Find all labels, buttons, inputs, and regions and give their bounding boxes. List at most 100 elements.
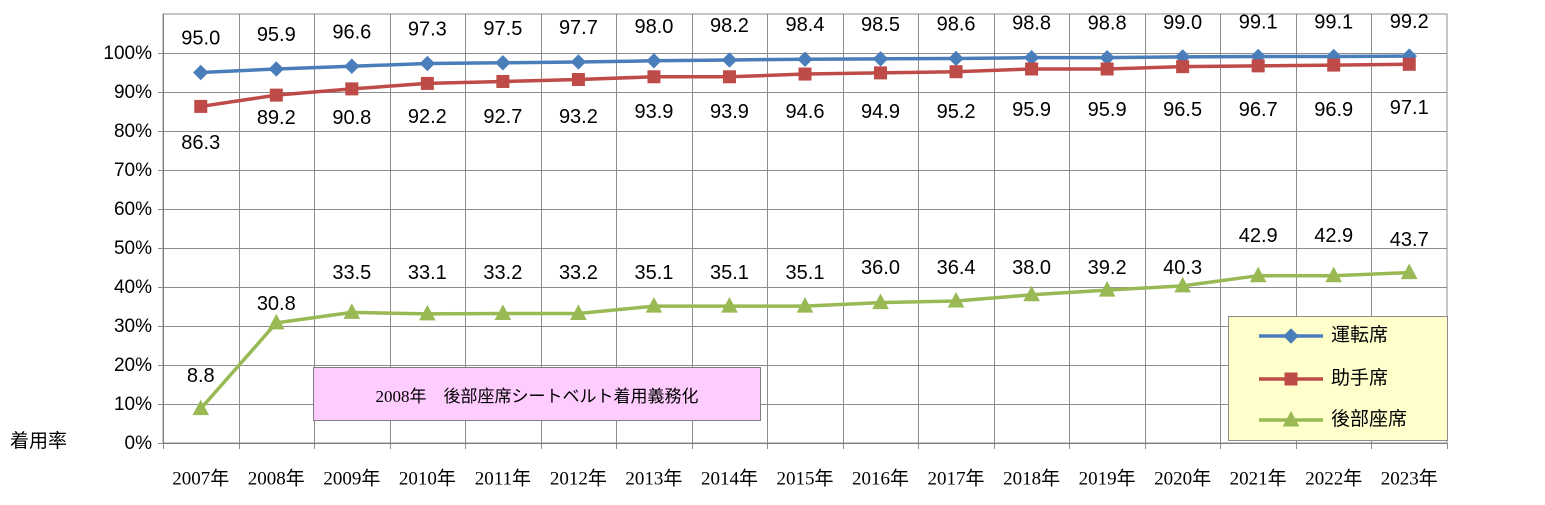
point-driver-seat: [419, 55, 436, 72]
data-label-passenger-seat: 96.5: [1163, 99, 1202, 121]
point-rear-seat: [267, 313, 285, 330]
data-label-passenger-seat: 90.8: [332, 107, 371, 129]
data-label-driver-seat: 98.8: [1088, 13, 1127, 35]
data-label-driver-seat: 99.1: [1239, 12, 1278, 34]
data-label-rear-seat: 40.3: [1163, 257, 1202, 279]
point-rear-seat: [1400, 263, 1418, 280]
data-label-passenger-seat: 95.9: [1012, 99, 1051, 121]
data-label-passenger-seat: 92.7: [483, 106, 522, 128]
data-label-driver-seat: 96.6: [332, 21, 371, 43]
y-tick-label: 70%: [114, 160, 152, 181]
y-tick-label: 50%: [114, 238, 152, 259]
data-label-passenger-seat: 94.9: [861, 101, 900, 123]
x-tick-label: 2023年: [1381, 468, 1438, 490]
legend: 運転席 助手席 後部座席: [1228, 316, 1448, 441]
data-label-driver-seat: 98.2: [710, 15, 749, 37]
x-tick-label: 2013年: [625, 468, 682, 490]
data-label-passenger-seat: 93.9: [634, 101, 673, 123]
annotation-box: 2008年 後部座席シートベルト着用義務化: [313, 367, 761, 421]
legend-item-rear-seat: 後部座席: [1229, 405, 1447, 435]
point-passenger-seat: [194, 99, 208, 113]
series-passenger-seat: 86.3 89.2 90.8 92.2 92.7 93.2 93.9 93.9 94.6 94.9…: [181, 57, 1429, 154]
point-passenger-seat: [1327, 58, 1341, 72]
data-label-passenger-seat: 93.2: [559, 106, 598, 128]
point-rear-seat: [1023, 285, 1040, 302]
data-label-driver-seat: 97.5: [483, 18, 522, 40]
y-tick-label: 30%: [114, 316, 152, 337]
point-driver-seat: [495, 55, 511, 71]
point-passenger-seat: [1402, 57, 1416, 71]
point-passenger-seat: [1025, 62, 1039, 76]
point-passenger-seat: [1100, 62, 1114, 76]
data-label-passenger-seat: 95.9: [1088, 99, 1127, 121]
point-passenger-seat: [647, 70, 661, 84]
point-rear-seat: [872, 293, 889, 310]
point-passenger-seat: [949, 65, 963, 79]
x-tick-label: 2016年: [852, 468, 909, 490]
data-label-rear-seat: 35.1: [786, 262, 825, 284]
data-label-rear-seat: 33.2: [559, 262, 598, 284]
data-label-driver-seat: 98.0: [634, 16, 673, 38]
data-label-driver-seat: 95.0: [181, 28, 220, 50]
x-tick-label: 2007年: [172, 468, 229, 490]
legend-swatch-driver-seat: [1259, 328, 1323, 344]
data-label-rear-seat: 36.4: [937, 257, 976, 279]
point-passenger-seat: [722, 70, 736, 84]
point-driver-seat: [721, 52, 738, 68]
point-driver-seat: [797, 51, 813, 67]
y-axis-title: 着用率: [10, 431, 68, 452]
legend-marker-rear-seat: [1282, 410, 1300, 427]
point-passenger-seat: [1176, 60, 1190, 74]
data-label-rear-seat: 39.2: [1088, 257, 1127, 279]
y-tick-label: 20%: [114, 355, 152, 376]
point-passenger-seat: [420, 76, 434, 90]
legend-swatch-passenger-seat: [1259, 372, 1323, 386]
data-label-passenger-seat: 92.2: [408, 106, 447, 128]
point-passenger-seat: [874, 66, 888, 80]
point-driver-seat: [344, 58, 360, 74]
legend-item-passenger-seat: 助手席: [1229, 364, 1447, 394]
y-tick-label: 40%: [114, 277, 152, 298]
x-tick-label: 2017年: [928, 468, 985, 490]
x-tick-label: 2011年: [475, 468, 531, 490]
x-tick-label: 2010年: [399, 468, 456, 490]
point-rear-seat: [1098, 281, 1116, 297]
data-label-rear-seat: 30.8: [257, 293, 296, 315]
data-label-rear-seat: 33.1: [408, 262, 447, 284]
data-label-driver-seat: 97.3: [408, 19, 447, 41]
point-rear-seat: [1249, 266, 1267, 283]
data-label-driver-seat: 98.6: [937, 13, 976, 35]
data-label-rear-seat: 33.5: [332, 262, 371, 284]
point-passenger-seat: [571, 73, 585, 87]
data-label-rear-seat: 35.1: [634, 262, 673, 284]
data-label-driver-seat: 98.5: [861, 14, 900, 36]
data-label-passenger-seat: 96.9: [1314, 99, 1353, 121]
data-label-driver-seat: 99.1: [1314, 12, 1353, 34]
data-label-rear-seat: 33.2: [483, 262, 522, 284]
data-label-passenger-seat: 94.6: [786, 101, 825, 123]
point-passenger-seat: [1251, 59, 1265, 73]
point-rear-seat: [343, 303, 361, 319]
point-rear-seat: [947, 291, 965, 308]
y-tick-label: 10%: [114, 394, 152, 415]
data-label-passenger-seat: 95.2: [937, 101, 976, 123]
x-tick-label: 2018年: [1003, 468, 1060, 490]
point-passenger-seat: [496, 74, 510, 88]
point-driver-seat: [193, 64, 209, 81]
x-tick-label: 2014年: [701, 468, 758, 490]
x-tick-label: 2015年: [776, 468, 833, 490]
data-label-rear-seat: 38.0: [1012, 257, 1051, 279]
x-tick-label: 2022年: [1305, 468, 1362, 490]
point-rear-seat: [796, 297, 814, 313]
point-rear-seat: [494, 304, 512, 321]
point-driver-seat: [570, 54, 587, 70]
x-tick-label: 2019年: [1079, 468, 1136, 490]
legend-label-driver-seat: 運転席: [1331, 325, 1389, 346]
legend-label-rear-seat: 後部座席: [1331, 409, 1408, 430]
data-label-passenger-seat: 89.2: [257, 107, 296, 129]
point-rear-seat: [721, 297, 738, 313]
annotation-text: 2008年 後部座席シートベルト着用義務化: [375, 386, 699, 406]
y-tick-label: 0%: [125, 433, 153, 454]
data-label-passenger-seat: 96.7: [1239, 99, 1278, 121]
point-driver-seat: [268, 61, 285, 77]
